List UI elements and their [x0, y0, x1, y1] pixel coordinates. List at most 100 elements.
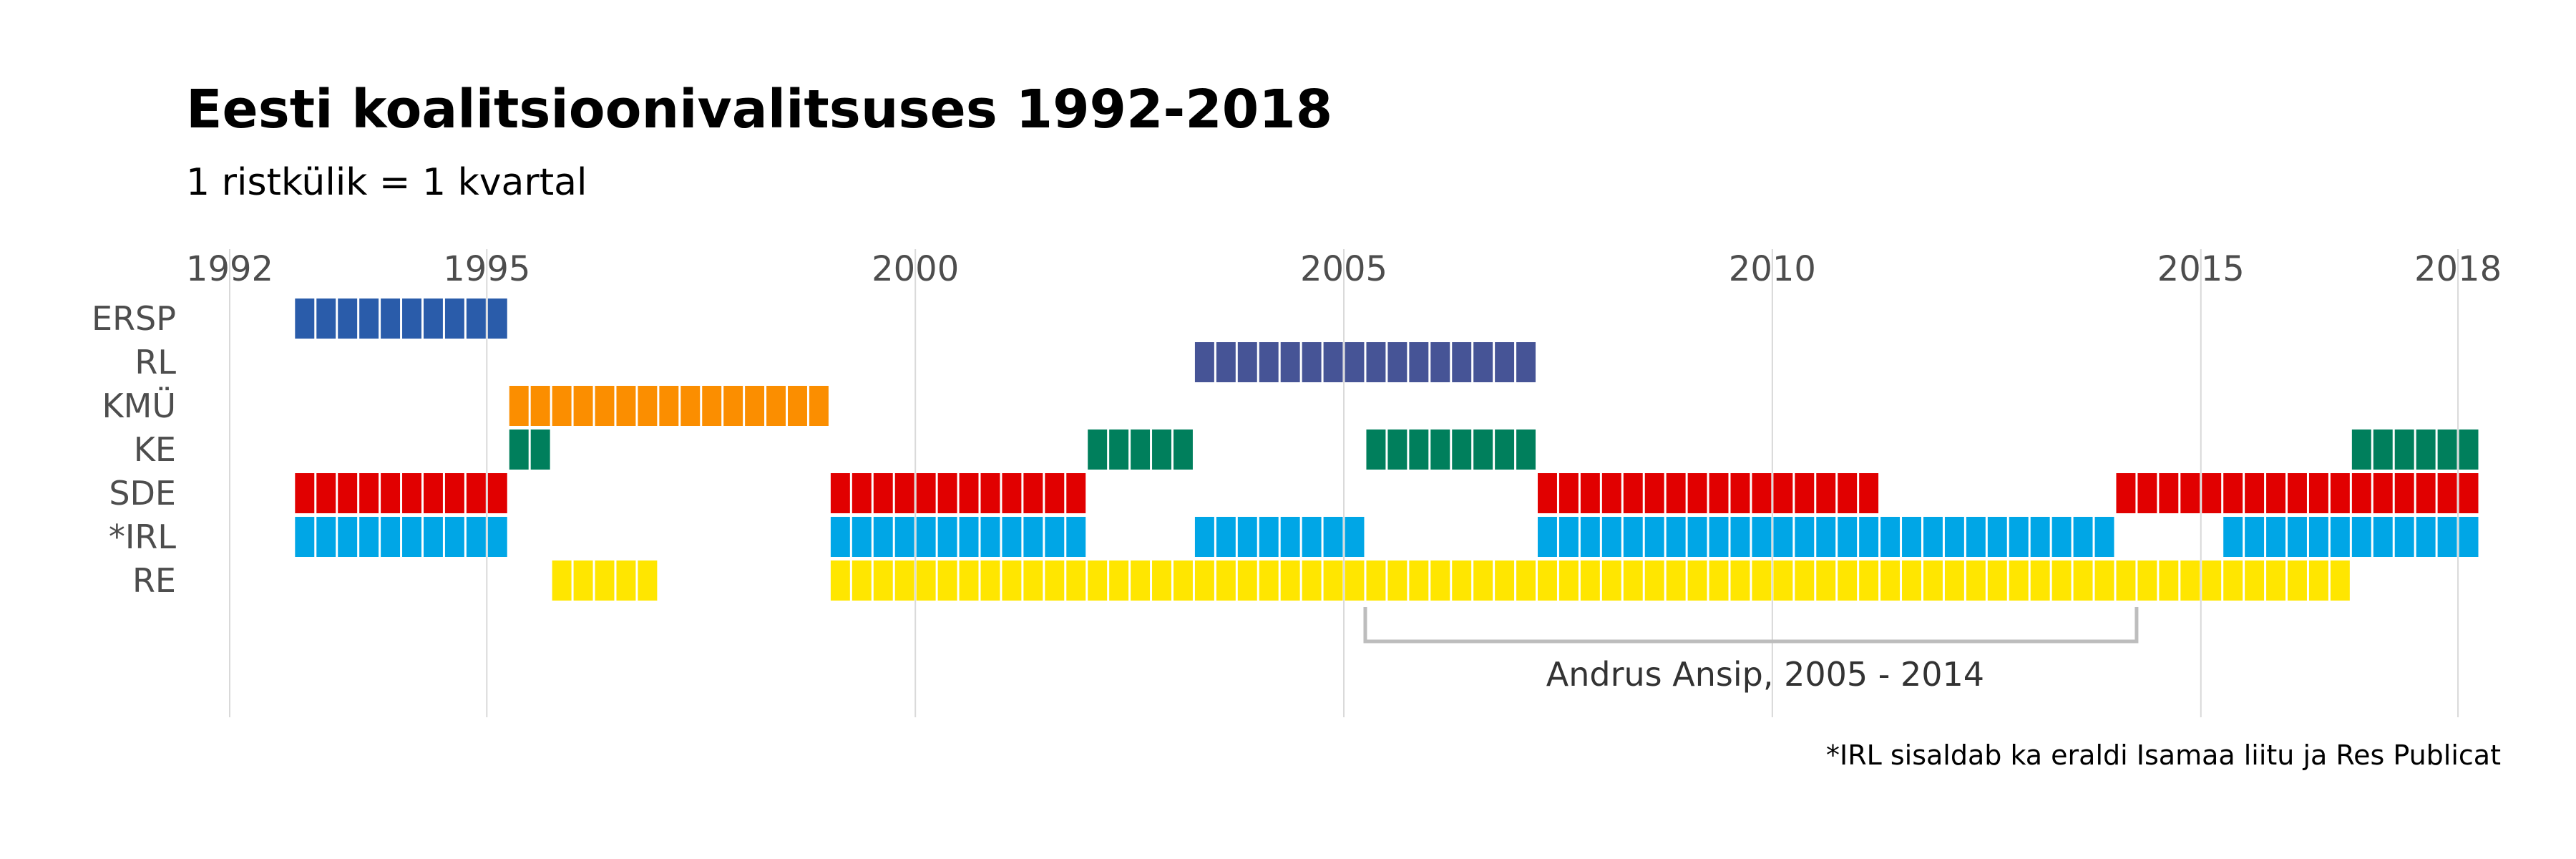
quarter-block	[980, 473, 1000, 513]
quarter-block	[2094, 517, 2114, 557]
quarter-block	[402, 299, 421, 339]
quarter-block	[2330, 473, 2350, 513]
quarter-block	[1795, 560, 1815, 601]
quarter-block	[830, 517, 850, 557]
quarter-block	[1538, 560, 1557, 601]
quarter-block	[1194, 517, 1214, 557]
quarter-block	[1066, 517, 1086, 557]
quarter-block	[295, 299, 315, 339]
quarter-block	[1323, 517, 1343, 557]
quarter-block	[830, 560, 850, 601]
quarter-block	[1666, 473, 1686, 513]
quarter-block	[1173, 430, 1193, 470]
quarter-block	[1280, 560, 1300, 601]
quarter-block	[916, 473, 936, 513]
quarter-block	[1066, 560, 1086, 601]
quarter-block	[937, 517, 957, 557]
quarter-block	[338, 299, 358, 339]
quarter-block	[2459, 430, 2479, 470]
quarter-block	[766, 386, 786, 426]
quarter-block	[1366, 560, 1386, 601]
quarter-block	[1045, 473, 1065, 513]
quarter-block	[444, 299, 464, 339]
quarter-block	[852, 517, 872, 557]
quarter-block	[1795, 517, 1815, 557]
quarter-block	[1131, 560, 1151, 601]
quarter-block	[2308, 560, 2328, 601]
quarter-block	[1237, 560, 1257, 601]
quarter-block	[2245, 560, 2265, 601]
quarter-block	[1516, 342, 1536, 382]
quarter-block	[573, 386, 593, 426]
quarter-block	[2437, 517, 2457, 557]
quarter-block	[2416, 517, 2436, 557]
quarter-block	[2245, 473, 2265, 513]
quarter-block	[359, 517, 379, 557]
quarter-block	[316, 473, 336, 513]
quarter-block	[1237, 517, 1257, 557]
quarter-block	[423, 473, 443, 513]
quarter-block	[959, 517, 979, 557]
quarter-block	[487, 473, 507, 513]
x-tick-1992: 1992	[186, 249, 273, 289]
quarter-block	[1323, 560, 1343, 601]
quarter-block	[466, 299, 486, 339]
quarter-block	[959, 473, 979, 513]
quarter-block	[1644, 560, 1664, 601]
quarter-block	[745, 386, 765, 426]
quarter-block	[1366, 342, 1386, 382]
quarter-block	[980, 560, 1000, 601]
quarter-block	[1409, 560, 1429, 601]
quarter-block	[1644, 473, 1664, 513]
quarter-block	[1280, 342, 1300, 382]
quarter-block	[1194, 342, 1214, 382]
quarter-block	[1452, 560, 1472, 601]
quarter-block	[916, 560, 936, 601]
quarter-block	[959, 560, 979, 601]
quarter-block	[1259, 560, 1279, 601]
quarter-block	[2009, 560, 2029, 601]
quarter-block	[1838, 473, 1858, 513]
quarter-block	[2351, 473, 2371, 513]
quarter-block	[852, 560, 872, 601]
quarter-block	[1902, 560, 1921, 601]
quarter-block	[359, 473, 379, 513]
quarter-block	[2351, 517, 2371, 557]
quarter-block	[1495, 342, 1515, 382]
quarter-block	[852, 473, 872, 513]
quarter-block	[1280, 517, 1300, 557]
quarter-block	[316, 299, 336, 339]
quarter-block	[916, 517, 936, 557]
ansip-annotation-label: Andrus Ansip, 2005 - 2014	[1546, 655, 1984, 694]
quarter-block	[723, 386, 743, 426]
quarter-block	[638, 386, 658, 426]
quarter-block	[487, 517, 507, 557]
quarter-block	[2180, 473, 2200, 513]
quarter-block	[595, 560, 615, 601]
quarter-block	[1088, 430, 1108, 470]
quarter-block	[1944, 517, 1964, 557]
quarter-block	[1773, 517, 1793, 557]
quarter-block	[2437, 430, 2457, 470]
quarter-block	[466, 473, 486, 513]
quarter-block	[937, 560, 957, 601]
quarter-block	[2437, 473, 2457, 513]
ansip-bracket-line	[1363, 607, 2139, 644]
quarter-block	[873, 473, 893, 513]
quarter-block	[338, 473, 358, 513]
quarter-block	[1623, 473, 1643, 513]
quarter-block	[530, 430, 550, 470]
quarter-block	[1473, 430, 1493, 470]
quarter-block	[788, 386, 807, 426]
footnote: *IRL sisaldab ka eraldi Isamaa liitu ja …	[1826, 739, 2501, 771]
quarter-block	[466, 517, 486, 557]
quarter-block	[2459, 517, 2479, 557]
quarter-block	[1409, 342, 1429, 382]
quarter-block	[1516, 430, 1536, 470]
quarter-block	[1859, 517, 1879, 557]
quarter-block	[873, 560, 893, 601]
quarter-block	[680, 386, 701, 426]
quarter-block	[1387, 560, 1407, 601]
quarter-block	[1880, 517, 1901, 557]
quarter-block	[2159, 560, 2179, 601]
